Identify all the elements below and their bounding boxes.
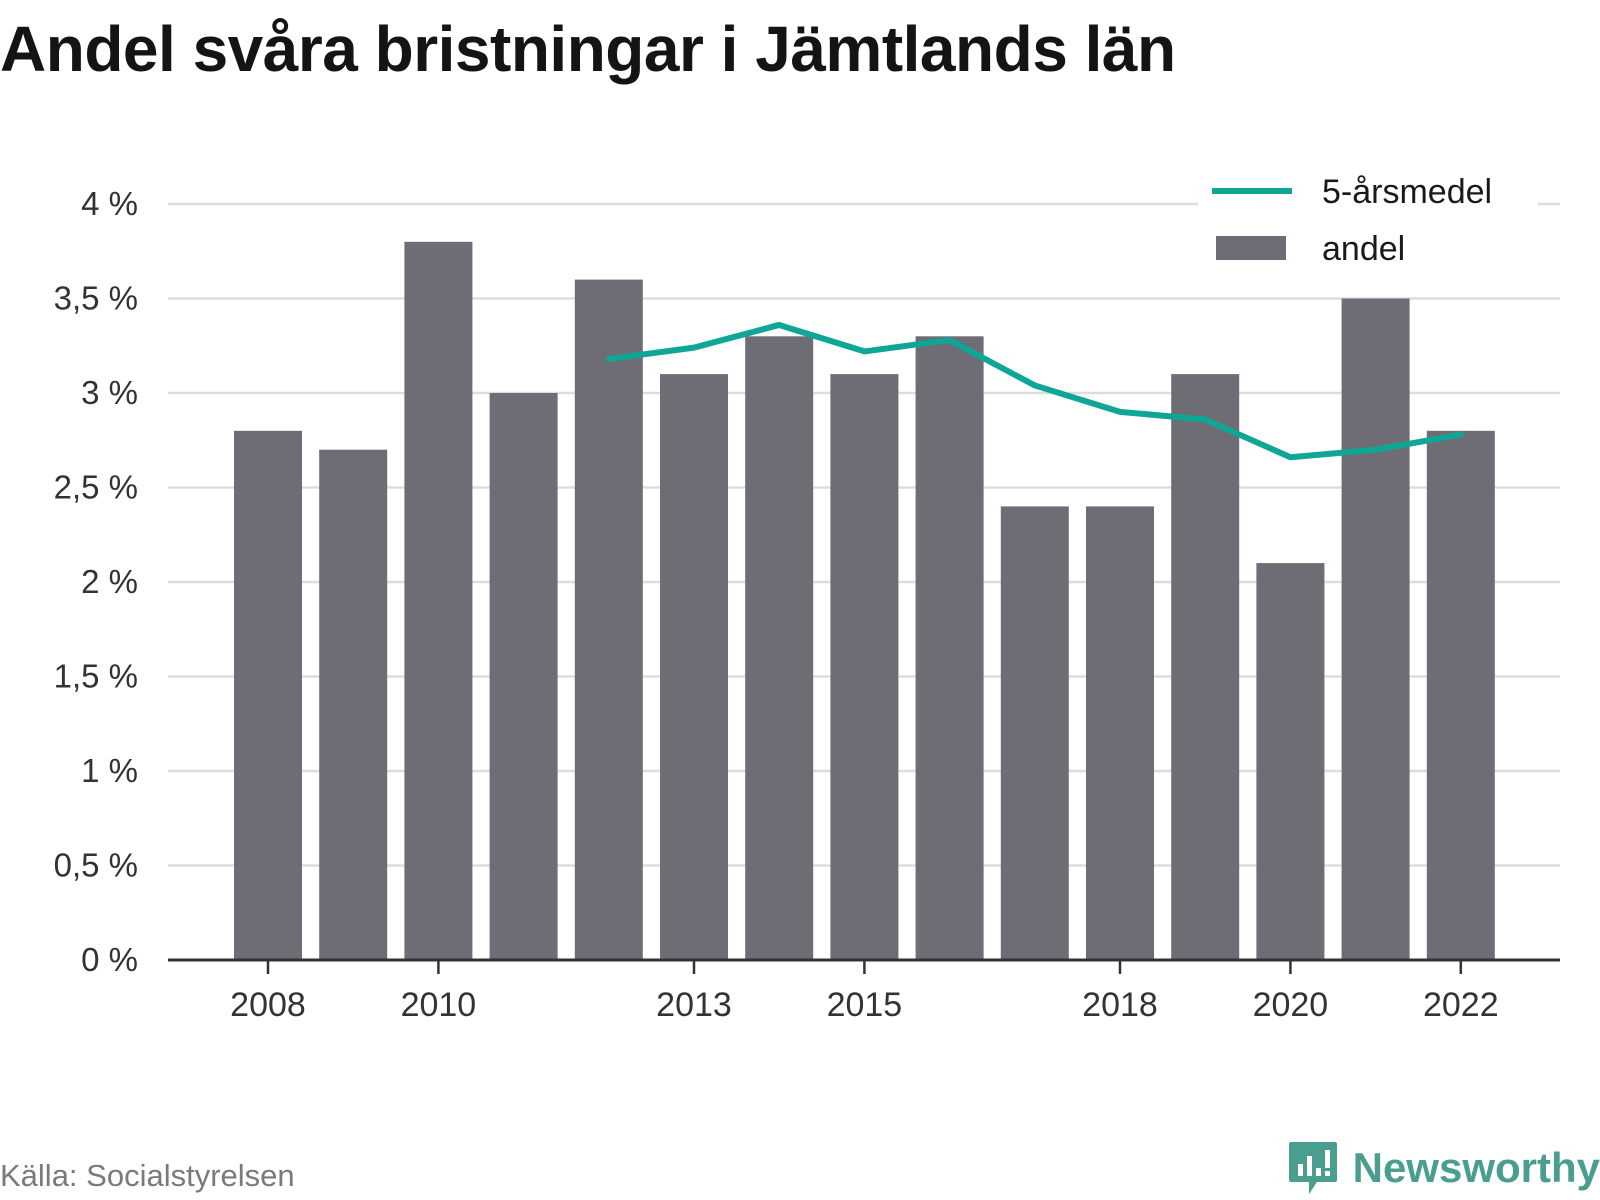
y-tick-label: 3,5 % (54, 280, 138, 317)
source-note: Källa: Socialstyrelsen (0, 1158, 295, 1193)
x-tick-label: 2013 (656, 986, 732, 1024)
legend-label: 5-årsmedel (1322, 173, 1492, 211)
legend-bar-swatch (1216, 236, 1286, 260)
bar (1086, 506, 1154, 960)
y-tick-label: 4 % (81, 185, 138, 222)
bar (1171, 374, 1240, 961)
y-tick-label: 2,5 % (54, 469, 138, 506)
y-axis-ticks: 0 % 0,5 % 1 % 1,5 % 2 % 2,5 % 3 % 3,5 % 4 % (54, 185, 138, 978)
x-tick-label: 2010 (401, 986, 477, 1024)
bar (574, 279, 643, 961)
line-5-arsmedel (605, 321, 1464, 461)
y-tick-label: 2 % (81, 563, 138, 600)
bar (404, 241, 473, 961)
line-series (605, 321, 1464, 461)
bar (830, 374, 899, 961)
bar (660, 374, 728, 961)
x-tick-label: 2018 (1082, 986, 1158, 1024)
x-tick-label: 2015 (827, 986, 903, 1024)
y-tick-label: 1 % (81, 752, 138, 789)
legend: 5-årsmedel andel (1198, 172, 1538, 272)
brand-logo: Newsworthy (1287, 1140, 1600, 1196)
brand-name: Newsworthy (1352, 1144, 1600, 1191)
bar-series (234, 241, 1495, 961)
chart-title: Andel svåra bristningar i Jämtlands län (0, 13, 1176, 85)
x-axis: 2008 2010 2013 2015 2018 2020 2022 (168, 958, 1560, 1024)
y-tick-label: 1,5 % (54, 658, 138, 695)
y-tick-label: 3 % (81, 374, 138, 411)
bar (489, 393, 558, 960)
bar (1256, 563, 1325, 960)
y-tick-label: 0,5 % (54, 847, 138, 884)
bar (234, 430, 302, 960)
bar (1000, 506, 1069, 960)
legend-label: andel (1322, 230, 1405, 268)
y-tick-label: 0 % (81, 941, 138, 978)
x-tick-label: 2008 (230, 986, 306, 1024)
x-tick-label: 2020 (1253, 986, 1329, 1024)
bar (745, 336, 814, 960)
bar (319, 449, 388, 960)
bar (915, 336, 984, 960)
bar (1341, 298, 1410, 960)
x-tick-label: 2022 (1423, 986, 1499, 1024)
newsworthy-logo-icon (1288, 1142, 1337, 1194)
bar (1426, 430, 1495, 960)
